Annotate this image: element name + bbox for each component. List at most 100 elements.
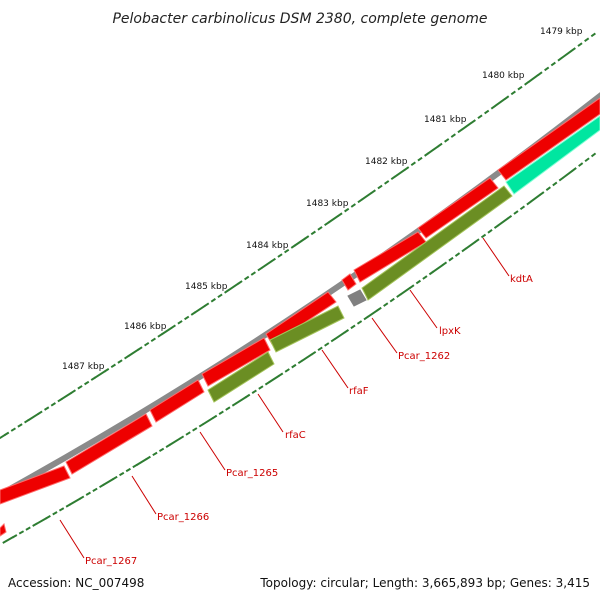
gene-label-rfaF: rfaF xyxy=(349,386,369,397)
leader-lpxK xyxy=(409,289,438,329)
outer-tick xyxy=(457,128,463,134)
cds-arrow-lpxK[interactable] xyxy=(361,185,513,301)
cds-arrow-edge[interactable] xyxy=(0,523,7,537)
inner-tick xyxy=(78,495,85,500)
outer-tick xyxy=(244,275,250,281)
outer-tick xyxy=(161,326,173,336)
outer-tick xyxy=(24,419,30,424)
outer-tick xyxy=(4,431,10,436)
outer-tick xyxy=(590,32,596,38)
inner-tick xyxy=(399,286,411,296)
inner-tick xyxy=(65,503,71,508)
leader-rfaC xyxy=(257,393,284,433)
cds-arrow-forward-9[interactable] xyxy=(0,465,71,505)
inner-tick xyxy=(85,491,91,496)
inner-tick xyxy=(52,511,58,516)
inner-tick xyxy=(578,162,584,167)
inner-tick xyxy=(102,478,115,486)
cds-arrow-rfaF[interactable] xyxy=(269,305,345,353)
inner-tick xyxy=(545,186,551,192)
label-leader-lines xyxy=(59,237,510,559)
inner-tick xyxy=(376,306,382,312)
inner-tick xyxy=(343,329,350,334)
outer-tick xyxy=(544,66,550,72)
outer-tick xyxy=(210,298,216,303)
outer-tick xyxy=(90,376,96,381)
inner-tick xyxy=(278,372,284,377)
outer-tick xyxy=(0,433,6,440)
inner-tick xyxy=(35,517,48,525)
inner-tick xyxy=(422,275,428,280)
outer-tick xyxy=(517,85,523,91)
leader-Pcar_1266 xyxy=(131,475,157,515)
inner-tick xyxy=(284,368,290,373)
outer-tick xyxy=(577,42,583,47)
outer-tick xyxy=(317,226,323,231)
outer-tick xyxy=(324,221,330,227)
inner-tick xyxy=(584,157,590,163)
outer-tick xyxy=(50,402,56,407)
inner-tick xyxy=(297,359,304,365)
outer-tick xyxy=(137,346,143,351)
inner-tick xyxy=(58,507,65,512)
outer-tick xyxy=(537,71,543,76)
leader-kdtA xyxy=(482,237,510,277)
inner-tick xyxy=(558,176,564,182)
inner-tick xyxy=(69,497,81,506)
leader-Pcar_1267 xyxy=(59,519,85,559)
inner-tick xyxy=(526,200,532,206)
outer-tick xyxy=(150,337,156,343)
inner-tick xyxy=(158,447,165,453)
cds-arrow-kdtA[interactable] xyxy=(505,115,600,195)
kbp-label: 1485 kbp xyxy=(185,282,228,292)
inner-tick xyxy=(519,205,526,211)
inner-tick xyxy=(454,252,461,257)
outer-tick xyxy=(144,341,150,347)
inner-tick xyxy=(264,381,271,386)
inner-tick xyxy=(497,217,509,227)
inner-tick xyxy=(506,214,513,220)
inner-tick xyxy=(231,402,238,407)
outer-tick xyxy=(270,257,276,263)
inner-tick xyxy=(145,455,151,461)
outer-tick xyxy=(310,230,316,236)
inner-tick xyxy=(317,346,323,352)
kbp-label: 1479 kbp xyxy=(540,27,583,37)
cds-arrow-forward-6[interactable] xyxy=(201,337,271,387)
outer-tick xyxy=(261,260,273,269)
inner-tick xyxy=(2,536,14,544)
outer-tick xyxy=(370,189,376,194)
inner-tick xyxy=(324,342,330,347)
inner-tick xyxy=(45,514,51,520)
inner-tick xyxy=(152,451,158,457)
cds-arrow-forward-2[interactable] xyxy=(417,177,499,239)
cds-arrow-forward-8[interactable] xyxy=(65,413,153,475)
inner-tick xyxy=(291,363,297,369)
outer-tick xyxy=(37,410,43,415)
cds-arrow-forward-4[interactable] xyxy=(341,273,357,291)
inner-tick xyxy=(235,396,247,405)
accession-label: Accession: NC_007498 xyxy=(8,576,145,590)
cds-arrow-Pcar_1262[interactable] xyxy=(347,289,367,307)
outer-tick xyxy=(337,212,343,217)
inner-tick xyxy=(185,431,191,436)
inner-tick xyxy=(474,238,480,243)
outer-tick xyxy=(584,37,590,43)
cds-arrow-rfaC[interactable] xyxy=(207,351,275,403)
topology-summary: Topology: circular; Length: 3,665,893 bp… xyxy=(260,576,590,590)
outer-tick-track xyxy=(0,32,596,440)
outer-tick xyxy=(427,145,439,155)
inner-tick xyxy=(539,191,545,196)
inner-tick xyxy=(218,410,224,415)
kbp-label-group: 1479 kbp 1480 kbp 1481 kbp 1482 kbp 1483 kbp… xyxy=(62,27,583,372)
outer-tick xyxy=(450,133,456,138)
cds-arrow-forward-7[interactable] xyxy=(149,379,205,423)
outer-tick xyxy=(494,98,506,107)
inner-tick xyxy=(132,463,138,469)
outer-tick xyxy=(327,215,339,224)
outer-tick xyxy=(127,348,139,357)
cds-arrow-kdtA-forward[interactable] xyxy=(497,97,600,181)
outer-tick xyxy=(550,61,556,67)
outer-tick xyxy=(61,391,73,400)
inner-tick-track xyxy=(2,152,597,544)
